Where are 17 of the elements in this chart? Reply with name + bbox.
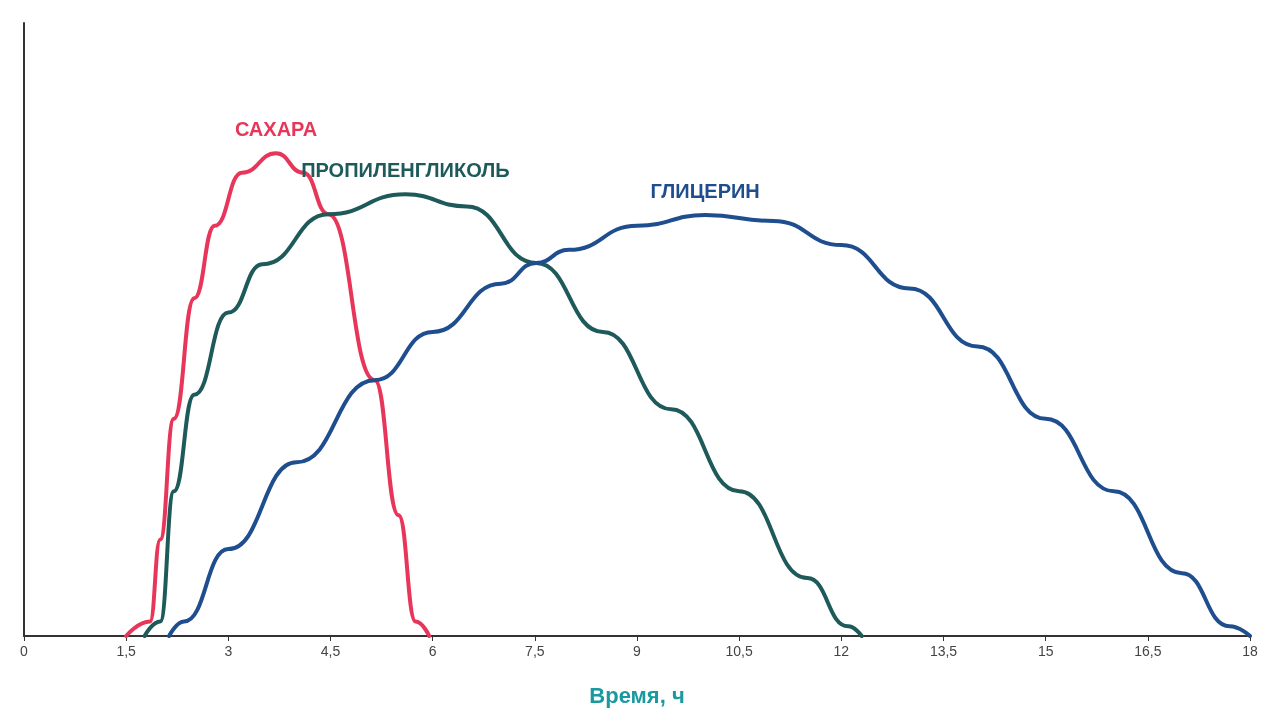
x-tick-label: 10,5 xyxy=(725,643,753,659)
x-tick-label: 12 xyxy=(833,643,850,659)
x-tick-label: 18 xyxy=(1242,643,1258,659)
x-tick-label: 0 xyxy=(20,643,29,659)
x-tick-label: 3 xyxy=(224,643,233,659)
x-axis-title: Время, ч xyxy=(589,682,685,708)
series-label: ГЛИЦЕРИН xyxy=(650,180,760,203)
x-tick-label: 7,5 xyxy=(525,643,545,659)
series-label: САХАРА xyxy=(234,118,318,141)
x-tick-label: 1,5 xyxy=(116,643,137,659)
x-tick-label: 9 xyxy=(633,643,642,659)
x-tick-label: 6 xyxy=(428,643,437,659)
x-tick-label: 4,5 xyxy=(320,643,341,659)
x-tick-label: 16,5 xyxy=(1134,643,1162,659)
x-tick-label: 15 xyxy=(1037,643,1054,659)
x-tick-label: 13,5 xyxy=(929,643,958,659)
series-label: ПРОПИЛЕНГЛИКОЛЬ xyxy=(301,159,510,182)
